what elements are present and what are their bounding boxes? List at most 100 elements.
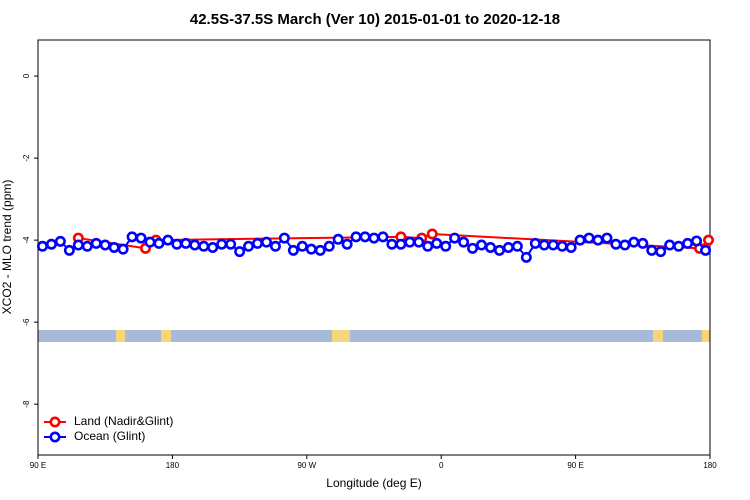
point xyxy=(332,233,344,245)
point xyxy=(449,232,461,244)
point xyxy=(323,240,335,252)
point xyxy=(368,232,380,244)
point xyxy=(108,242,120,254)
x-tick-label: 90 E xyxy=(30,461,46,470)
point xyxy=(269,240,281,252)
point xyxy=(556,240,568,252)
point xyxy=(467,242,479,254)
point xyxy=(691,235,703,247)
point xyxy=(243,240,255,252)
point xyxy=(144,236,156,248)
point xyxy=(126,231,138,243)
point xyxy=(162,234,174,246)
surface-band xyxy=(38,330,710,342)
point xyxy=(377,231,389,243)
point xyxy=(278,232,290,244)
point xyxy=(682,237,694,249)
point xyxy=(54,235,66,247)
point xyxy=(359,231,371,243)
point xyxy=(426,228,438,240)
legend-label: Ocean (Glint) xyxy=(74,429,145,443)
point xyxy=(350,231,362,243)
point xyxy=(117,243,129,255)
x-tick-label: 180 xyxy=(703,461,717,470)
point xyxy=(637,237,649,249)
point xyxy=(476,239,488,251)
point xyxy=(422,240,434,252)
point xyxy=(700,244,712,256)
land-patch xyxy=(702,330,710,342)
point xyxy=(538,239,550,251)
land-patch xyxy=(116,330,125,342)
point xyxy=(153,237,165,249)
point xyxy=(198,240,210,252)
y-tick-label: -2 xyxy=(22,154,31,162)
point xyxy=(592,234,604,246)
point xyxy=(287,244,299,256)
land-patch xyxy=(161,330,171,342)
point xyxy=(547,239,559,251)
x-axis-label: Longitude (deg E) xyxy=(326,476,421,490)
point xyxy=(180,237,192,249)
point xyxy=(493,244,505,256)
point xyxy=(171,238,183,250)
legend-marker xyxy=(49,416,61,428)
point xyxy=(628,236,640,248)
legend-marker xyxy=(49,431,61,443)
land-patch xyxy=(653,330,663,342)
point xyxy=(252,237,264,249)
point xyxy=(583,232,595,244)
y-tick-label: 0 xyxy=(22,73,31,78)
point xyxy=(646,244,658,256)
point xyxy=(431,237,443,249)
point xyxy=(63,244,75,256)
y-axis-label: XCO2 - MLO trend (ppm) xyxy=(0,180,14,315)
point xyxy=(511,240,523,252)
point xyxy=(440,240,452,252)
point xyxy=(404,236,416,248)
point xyxy=(72,239,84,251)
legend-label: Land (Nadir&Glint) xyxy=(74,414,173,428)
x-tick-label: 90 E xyxy=(567,461,583,470)
point xyxy=(395,238,407,250)
point xyxy=(45,238,57,250)
point xyxy=(386,238,398,250)
point xyxy=(520,251,532,263)
point xyxy=(99,239,111,251)
point xyxy=(341,238,353,250)
point xyxy=(484,242,496,254)
y-tick-label: -4 xyxy=(22,236,31,244)
x-tick-label: 0 xyxy=(439,461,444,470)
ocean-band xyxy=(38,330,710,342)
point xyxy=(574,234,586,246)
point xyxy=(601,232,613,244)
x-tick-label: 180 xyxy=(166,461,180,470)
point xyxy=(314,244,326,256)
point xyxy=(90,237,102,249)
point xyxy=(529,237,541,249)
point xyxy=(135,232,147,244)
point xyxy=(189,239,201,251)
y-tick-label: -8 xyxy=(22,400,31,408)
x-tick-label: 90 W xyxy=(297,461,316,470)
point xyxy=(565,242,577,254)
point xyxy=(413,236,425,248)
point xyxy=(260,236,272,248)
point xyxy=(305,243,317,255)
point xyxy=(703,234,715,246)
point xyxy=(619,239,631,251)
point xyxy=(207,242,219,254)
point xyxy=(225,238,237,250)
point xyxy=(664,239,676,251)
point xyxy=(216,238,228,250)
point xyxy=(36,240,48,252)
point xyxy=(610,238,622,250)
point xyxy=(458,236,470,248)
point xyxy=(81,240,93,252)
chart-title: 42.5S-37.5S March (Ver 10) 2015-01-01 to… xyxy=(190,11,560,28)
point xyxy=(234,246,246,258)
point xyxy=(673,240,685,252)
point xyxy=(502,242,514,254)
land-patch xyxy=(332,330,350,342)
